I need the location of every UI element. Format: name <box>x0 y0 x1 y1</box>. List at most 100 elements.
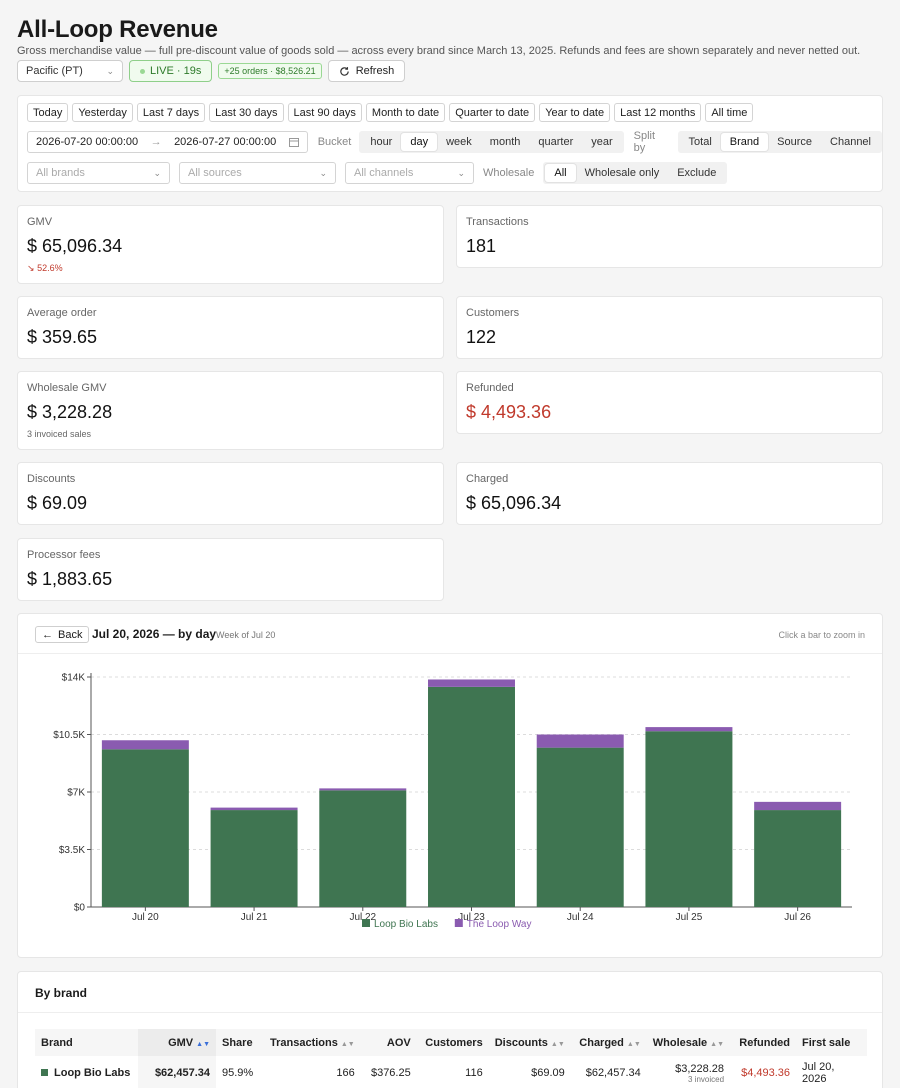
col-share: Share <box>216 1029 264 1056</box>
by-brand-card: By brand Brand GMV ▲▼ Share Transactions ▲… <box>17 971 883 1088</box>
bucket-day[interactable]: day <box>401 133 438 151</box>
split-total[interactable]: Total <box>688 136 712 148</box>
live-indicator[interactable]: LIVE · 19s <box>129 60 213 82</box>
stat-change-value: 52.6% <box>37 263 63 273</box>
y-tick-label: $10.5K <box>53 730 85 741</box>
stat-value: $ 359.65 <box>27 327 98 347</box>
preset-year-to-date[interactable]: Year to date <box>539 103 611 122</box>
bucket-hour[interactable]: hour <box>370 136 393 148</box>
table-row[interactable]: Loop Bio Labs $62,457.34 95.9% 166 $376.… <box>35 1056 867 1088</box>
preset-last-7-days[interactable]: Last 7 days <box>136 103 206 122</box>
cell-transactions: 166 <box>336 1067 355 1079</box>
bucket-week[interactable]: week <box>446 136 472 148</box>
split-brand[interactable]: Brand <box>720 133 769 151</box>
wholesale-all[interactable]: All <box>545 164 576 182</box>
legend-swatch <box>362 919 370 927</box>
bar-segment[interactable] <box>645 731 733 907</box>
brands-select[interactable]: All brands ⌄ <box>27 162 170 184</box>
chart-subtitle: Week of Jul 20 <box>216 630 276 640</box>
preset-last-12-months[interactable]: Last 12 months <box>614 103 702 122</box>
preset-all-time[interactable]: All time <box>705 103 754 122</box>
col-discounts[interactable]: Discounts ▲▼ <box>488 1029 571 1056</box>
sources-select[interactable]: All sources ⌄ <box>179 162 336 184</box>
arrow-right-icon: → <box>150 136 162 148</box>
col-gmv[interactable]: GMV ▲▼ <box>138 1029 216 1056</box>
preset-last-30-days[interactable]: Last 30 days <box>209 103 284 122</box>
chart-hint: Click a bar to zoom in <box>778 630 865 640</box>
bar-segment[interactable] <box>428 686 515 907</box>
preset-today[interactable]: Today <box>27 103 69 122</box>
chevron-down-icon: ⌄ <box>457 167 465 178</box>
stat-value: $ 65,096.34 <box>466 493 562 513</box>
split-source[interactable]: Source <box>777 136 813 148</box>
split-channel[interactable]: Channel <box>830 136 871 148</box>
col-wholesale-label: Wholesale <box>652 1036 708 1049</box>
bar-segment[interactable] <box>101 740 189 750</box>
brands-placeholder: All brands <box>36 167 85 179</box>
cell-aov: $376.25 <box>370 1067 411 1079</box>
page-subtitle: Gross merchandise value — full pre-disco… <box>17 45 861 57</box>
bar-segment[interactable] <box>210 807 298 811</box>
col-discounts-label: Discounts <box>494 1036 548 1049</box>
revenue-chart-card: ← Back Jul 20, 2026 — by day Week of Jul… <box>17 613 883 958</box>
preset-yesterday[interactable]: Yesterday <box>72 103 133 122</box>
stat-label: Transactions <box>466 216 529 228</box>
refresh-button[interactable]: Refresh <box>327 60 406 82</box>
bar-segment[interactable] <box>754 810 842 907</box>
stat-card-wholesale-gmv: Wholesale GMV $ 3,228.28 3 invoiced sale… <box>17 371 444 450</box>
y-tick-label: $3.5K <box>59 845 85 856</box>
arrow-left-icon: ← <box>42 628 53 641</box>
new-orders-badge: +25 orders · $8,526.21 <box>218 63 322 79</box>
preset-month-to-date[interactable]: Month to date <box>365 103 446 122</box>
stat-value: $ 69.09 <box>27 493 88 513</box>
bar-segment[interactable] <box>428 679 515 687</box>
live-dot-icon <box>140 68 145 74</box>
stat-label: Customers <box>466 307 520 319</box>
bar-segment[interactable] <box>754 801 842 811</box>
bar-segment[interactable] <box>210 810 298 907</box>
wholesale-only[interactable]: Wholesale only <box>584 167 660 179</box>
cell-share: 95.9% <box>222 1067 254 1079</box>
date-range-input[interactable]: 2026-07-20 00:00:00 → 2026-07-27 00:00:0… <box>27 131 308 153</box>
chevron-down-icon: ⌄ <box>106 65 114 76</box>
x-tick-label: Jul 25 <box>676 912 703 923</box>
bar-segment[interactable] <box>536 747 624 907</box>
refresh-icon <box>339 66 349 76</box>
stat-card-refunded: Refunded $ 4,493.36 <box>456 371 883 434</box>
stat-note: 3 invoiced sales <box>27 429 92 439</box>
live-label: LIVE · 19s <box>150 65 202 77</box>
y-tick-label: $14K <box>62 673 86 684</box>
bucket-year[interactable]: year <box>591 136 613 148</box>
y-tick-label: $7K <box>67 788 85 799</box>
channels-select[interactable]: All channels ⌄ <box>345 162 474 184</box>
legend-label: The Loop Way <box>467 919 532 930</box>
bucket-month[interactable]: month <box>489 136 521 148</box>
col-wholesale[interactable]: Wholesale ▲▼ <box>646 1029 731 1056</box>
stat-card-processor-fees: Processor fees $ 1,883.65 <box>17 538 444 601</box>
timezone-select[interactable]: Pacific (PT) ⌄ <box>17 60 123 82</box>
preset-last-90-days[interactable]: Last 90 days <box>287 103 362 122</box>
date-bucket-split-row: 2026-07-20 00:00:00 → 2026-07-27 00:00:0… <box>27 130 882 154</box>
wholesale-exclude[interactable]: Exclude <box>677 167 717 179</box>
bar-segment[interactable] <box>319 790 407 907</box>
bucket-quarter[interactable]: quarter <box>538 136 574 148</box>
back-button[interactable]: ← Back <box>35 626 90 643</box>
date-from: 2026-07-20 00:00:00 <box>36 136 139 148</box>
stat-value: $ 65,096.34 <box>27 236 123 256</box>
bar-segment[interactable] <box>319 788 407 791</box>
stat-label: Discounts <box>27 473 76 485</box>
bar-segment[interactable] <box>645 727 733 732</box>
col-charged[interactable]: Charged ▲▼ <box>570 1029 647 1056</box>
brand-name: Loop Bio Labs <box>54 1067 131 1079</box>
stat-value: $ 1,883.65 <box>27 569 113 589</box>
col-transactions[interactable]: Transactions ▲▼ <box>264 1029 361 1056</box>
bar-segment[interactable] <box>101 749 189 907</box>
col-customers: Customers <box>416 1029 489 1056</box>
chevron-down-icon: ⌄ <box>153 167 161 178</box>
preset-quarter-to-date[interactable]: Quarter to date <box>449 103 536 122</box>
x-tick-label: Jul 26 <box>784 912 811 923</box>
cell-charged: $62,457.34 <box>585 1067 641 1079</box>
cell-discounts: $69.09 <box>531 1067 565 1079</box>
bar-segment[interactable] <box>536 734 624 748</box>
